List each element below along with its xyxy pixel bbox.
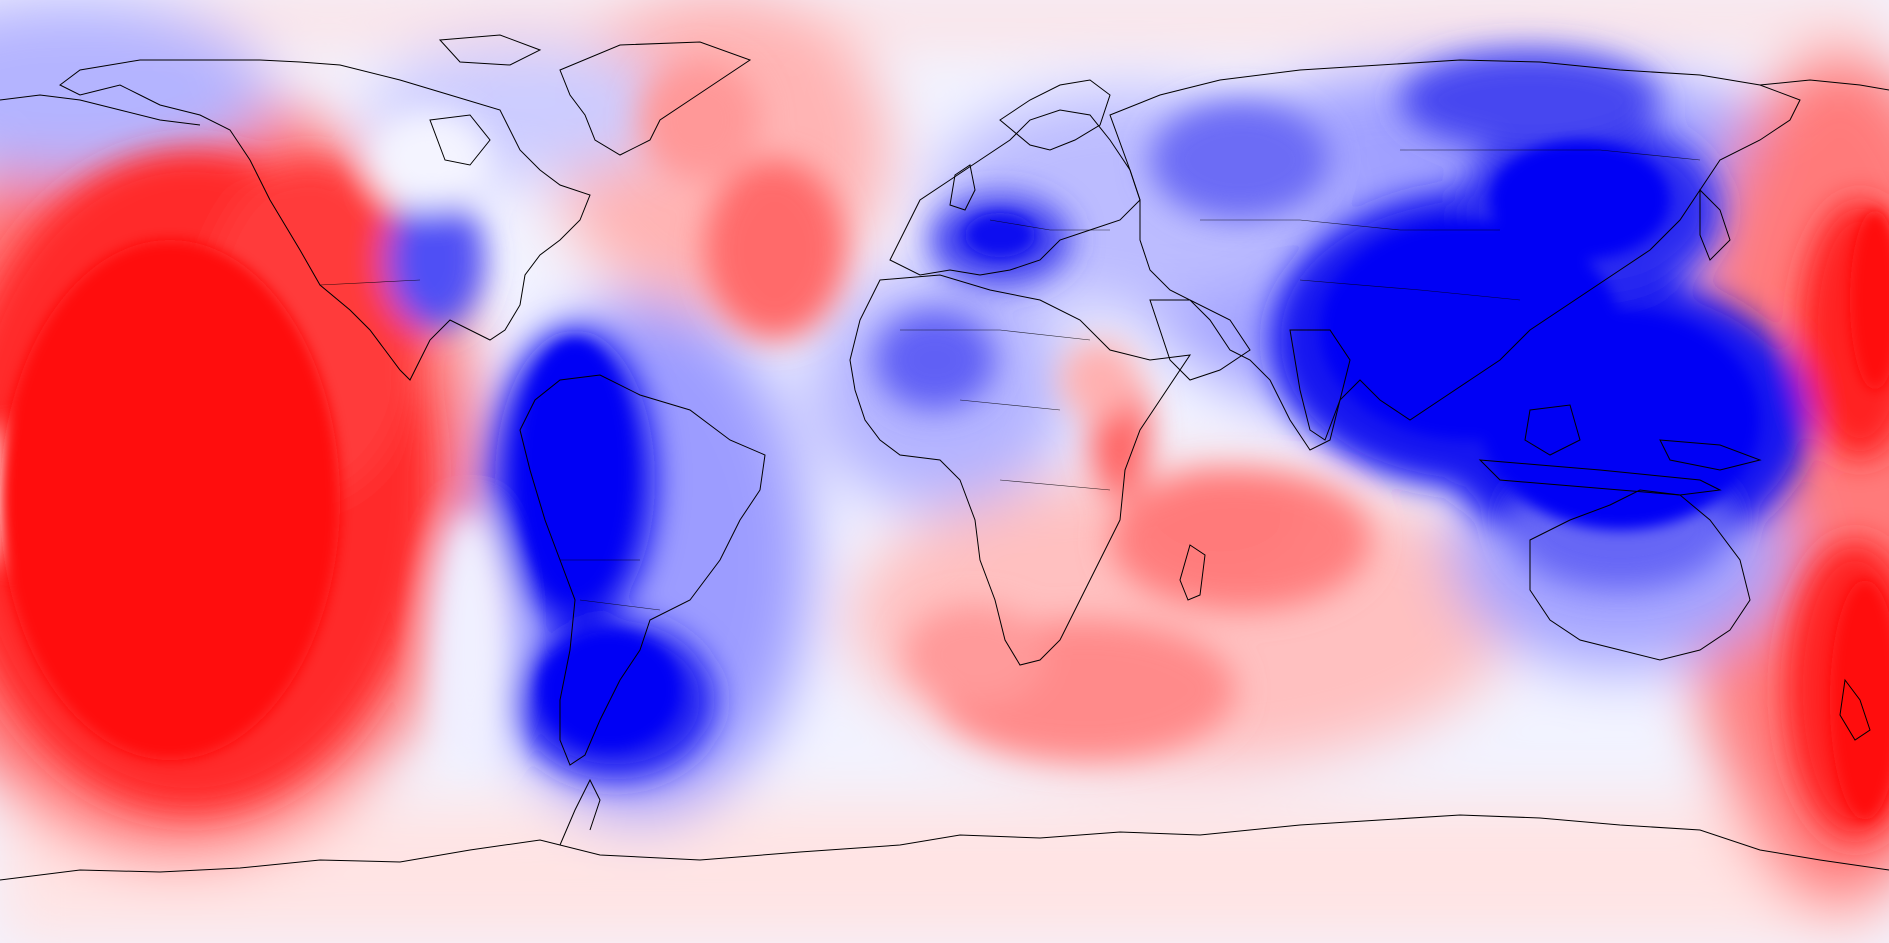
coastline-south-america [519,374,766,766]
borders [319,149,1701,611]
coastline-borneo [1524,404,1581,456]
coastline-indonesia [1478,459,1722,496]
coastline-ne-siberia [1759,79,1889,91]
coastline-africa [849,274,1192,666]
coastline-greenland [559,41,752,156]
coastline-scandinavia [999,79,1111,151]
coastline-new-zealand [1839,678,1871,741]
coastline-hudson-bay [429,114,491,166]
coastlines [0,34,1889,881]
coastline-japan [1699,188,1731,261]
coastline-antarctic-peninsula [559,778,601,846]
field-core-layer [0,140,1889,820]
coastline-antarctica [0,814,1889,881]
coastline-new-guinea [1659,439,1762,471]
coastline-australia [1529,489,1751,661]
coastline-asia [1109,59,1801,451]
coastline-arabia [1149,299,1251,381]
coastline-north-america [59,59,591,381]
coastline-arctic-islands [438,34,542,66]
coastline-alaska [0,94,201,126]
coastline-india [1289,329,1351,441]
coastline-britain [949,164,976,211]
coastline-madagascar [1179,544,1206,601]
